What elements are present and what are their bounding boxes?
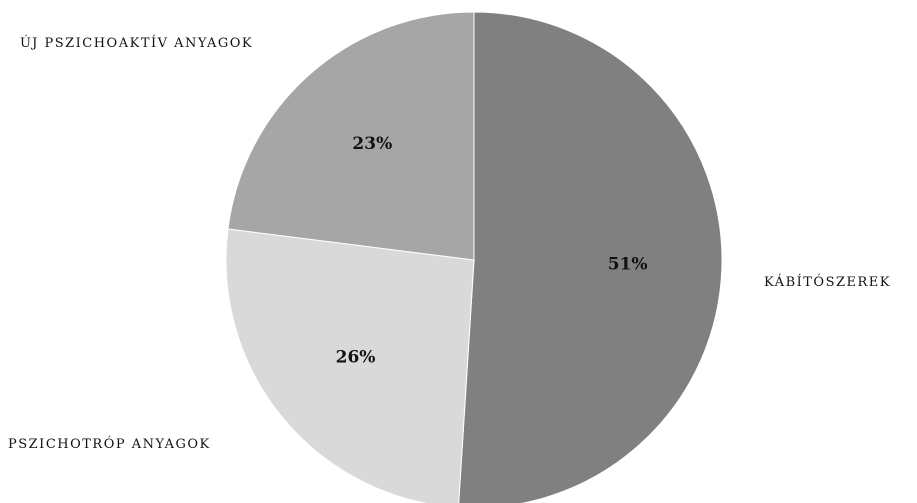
category-labels-layer: KÁBÍTÓSZEREK PSZICHOTRÓP ANYAGOK ÚJ PSZI… bbox=[8, 34, 891, 452]
pie-slice-kabitoszerek bbox=[458, 11, 723, 503]
percent-label-kabitoszerek: 51% bbox=[608, 254, 648, 274]
category-label-pszichotrop-anyagok: PSZICHOTRÓP ANYAGOK bbox=[8, 435, 211, 452]
pie-slice-pszichotrop-anyagok bbox=[225, 228, 475, 503]
percent-labels-layer: 51% 26% 23% bbox=[336, 134, 648, 367]
slices-layer bbox=[225, 11, 723, 503]
category-label-kabitoszerek: KÁBÍTÓSZEREK bbox=[764, 273, 891, 290]
pie-slice-uj-pszichoaktiv-anyagok bbox=[227, 11, 475, 261]
percent-label-pszichotrop-anyagok: 26% bbox=[336, 348, 376, 368]
category-label-uj-pszichoaktiv-anyagok: ÚJ PSZICHOAKTÍV ANYAGOK bbox=[20, 34, 253, 51]
percent-label-uj-pszichoaktiv-anyagok: 23% bbox=[352, 134, 392, 154]
